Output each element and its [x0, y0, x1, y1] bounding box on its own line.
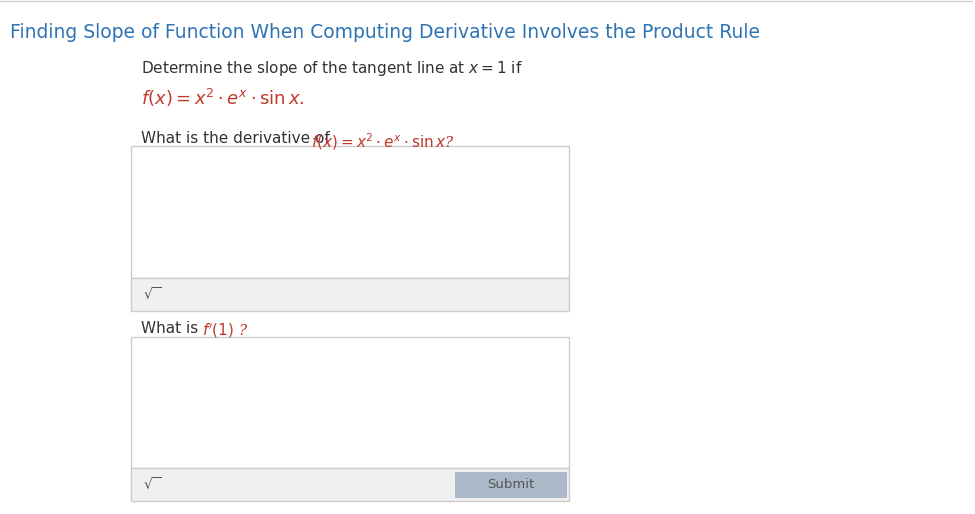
FancyBboxPatch shape [132, 278, 569, 311]
Text: $\sqrt{\ }$: $\sqrt{\ }$ [143, 476, 162, 493]
Text: Submit: Submit [488, 478, 534, 491]
FancyBboxPatch shape [455, 472, 566, 498]
Text: What is: What is [141, 321, 203, 336]
Text: $f(x)=x^2 \cdot e^x \cdot \sin x.$: $f(x)=x^2 \cdot e^x \cdot \sin x.$ [141, 87, 304, 109]
Text: What is the derivative of: What is the derivative of [141, 131, 334, 146]
Text: Determine the slope of the tangent line at $x=1$ if: Determine the slope of the tangent line … [141, 59, 523, 78]
Text: $\sqrt{\ }$: $\sqrt{\ }$ [143, 286, 162, 303]
Text: Finding Slope of Function When Computing Derivative Involves the Product Rule: Finding Slope of Function When Computing… [10, 23, 760, 42]
Text: $f(x)=x^2 \cdot e^x \cdot \sin x$?: $f(x)=x^2 \cdot e^x \cdot \sin x$? [311, 131, 455, 152]
FancyBboxPatch shape [132, 146, 569, 278]
Text: $f'(1)$ ?: $f'(1)$ ? [203, 321, 249, 340]
FancyBboxPatch shape [132, 337, 569, 468]
FancyBboxPatch shape [132, 468, 569, 501]
